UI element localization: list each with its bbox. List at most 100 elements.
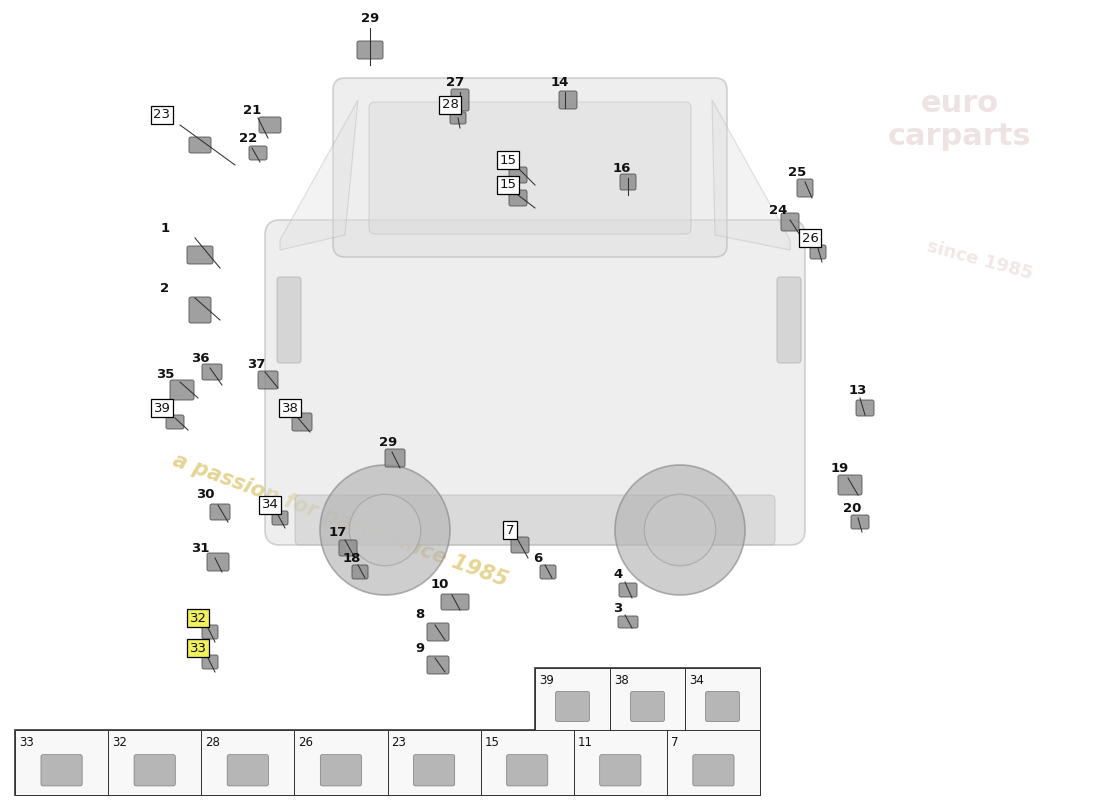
Text: 33: 33 [19, 736, 34, 749]
FancyBboxPatch shape [559, 91, 578, 109]
Text: 15: 15 [499, 178, 517, 191]
FancyBboxPatch shape [210, 504, 230, 520]
Text: 29: 29 [361, 11, 379, 25]
FancyBboxPatch shape [427, 656, 449, 674]
FancyBboxPatch shape [202, 625, 218, 639]
Text: 27: 27 [446, 75, 464, 89]
Text: 38: 38 [614, 674, 629, 687]
Text: 29: 29 [378, 435, 397, 449]
Polygon shape [280, 100, 358, 250]
FancyBboxPatch shape [630, 691, 664, 722]
Bar [387, 730, 481, 795]
Text: 2: 2 [161, 282, 169, 294]
FancyBboxPatch shape [258, 117, 280, 133]
Text: a passion for parts since 1985: a passion for parts since 1985 [169, 450, 510, 590]
Text: 26: 26 [802, 231, 818, 245]
FancyBboxPatch shape [618, 616, 638, 628]
Text: since 1985: since 1985 [925, 238, 1035, 282]
FancyBboxPatch shape [202, 364, 222, 380]
FancyBboxPatch shape [600, 754, 641, 786]
FancyBboxPatch shape [358, 41, 383, 59]
FancyBboxPatch shape [451, 89, 469, 111]
FancyBboxPatch shape [202, 655, 218, 669]
FancyBboxPatch shape [339, 540, 358, 556]
Text: 4: 4 [614, 569, 623, 582]
Text: 24: 24 [769, 203, 788, 217]
FancyBboxPatch shape [414, 754, 454, 786]
FancyBboxPatch shape [427, 623, 449, 641]
Text: 28: 28 [206, 736, 220, 749]
FancyBboxPatch shape [189, 297, 211, 323]
FancyBboxPatch shape [810, 245, 826, 259]
FancyBboxPatch shape [368, 102, 691, 234]
FancyBboxPatch shape [320, 754, 362, 786]
FancyBboxPatch shape [450, 112, 466, 124]
Text: 30: 30 [196, 489, 214, 502]
FancyBboxPatch shape [507, 754, 548, 786]
FancyBboxPatch shape [512, 537, 529, 553]
FancyBboxPatch shape [207, 553, 229, 571]
FancyBboxPatch shape [228, 754, 268, 786]
Text: 32: 32 [189, 611, 207, 625]
Text: 32: 32 [112, 736, 126, 749]
FancyBboxPatch shape [856, 400, 875, 416]
Bar [481, 730, 574, 795]
Text: 36: 36 [190, 351, 209, 365]
FancyBboxPatch shape [292, 413, 312, 431]
FancyBboxPatch shape [166, 415, 184, 429]
Text: 13: 13 [849, 383, 867, 397]
Text: 8: 8 [416, 609, 425, 622]
Text: 19: 19 [830, 462, 849, 474]
FancyBboxPatch shape [619, 583, 637, 597]
Text: 3: 3 [614, 602, 623, 614]
FancyBboxPatch shape [265, 220, 805, 545]
Circle shape [350, 494, 420, 566]
Bar [15, 730, 760, 795]
Text: 34: 34 [262, 498, 278, 511]
Text: euro
carparts: euro carparts [888, 89, 1032, 151]
Circle shape [645, 494, 716, 566]
Bar [574, 730, 667, 795]
Text: 34: 34 [689, 674, 704, 687]
Bar [108, 730, 201, 795]
FancyBboxPatch shape [272, 511, 288, 525]
FancyBboxPatch shape [134, 754, 175, 786]
FancyBboxPatch shape [509, 190, 527, 206]
FancyBboxPatch shape [838, 475, 862, 495]
FancyBboxPatch shape [705, 691, 739, 722]
FancyBboxPatch shape [509, 167, 527, 183]
Text: 28: 28 [441, 98, 459, 111]
FancyBboxPatch shape [189, 137, 211, 153]
FancyBboxPatch shape [170, 380, 194, 400]
Polygon shape [712, 100, 790, 250]
FancyBboxPatch shape [333, 78, 727, 257]
Text: 11: 11 [578, 736, 593, 749]
Text: 25: 25 [788, 166, 806, 178]
Text: 9: 9 [416, 642, 425, 654]
Text: 1: 1 [161, 222, 169, 234]
Text: 35: 35 [156, 369, 174, 382]
FancyBboxPatch shape [781, 213, 799, 231]
Text: 16: 16 [613, 162, 631, 174]
FancyBboxPatch shape [851, 515, 869, 529]
Text: 37: 37 [246, 358, 265, 371]
FancyBboxPatch shape [441, 594, 469, 610]
FancyBboxPatch shape [258, 371, 278, 389]
Bar [667, 730, 760, 795]
FancyBboxPatch shape [777, 277, 801, 363]
FancyBboxPatch shape [540, 565, 556, 579]
FancyBboxPatch shape [187, 246, 213, 264]
Text: 21: 21 [243, 103, 261, 117]
FancyBboxPatch shape [295, 495, 776, 545]
FancyBboxPatch shape [249, 146, 267, 160]
Text: 17: 17 [329, 526, 348, 538]
Circle shape [615, 465, 745, 595]
Text: 7: 7 [671, 736, 679, 749]
Text: 23: 23 [154, 109, 170, 122]
Text: 39: 39 [539, 674, 554, 687]
FancyBboxPatch shape [556, 691, 590, 722]
FancyBboxPatch shape [620, 174, 636, 190]
Circle shape [320, 465, 450, 595]
FancyBboxPatch shape [693, 754, 734, 786]
Bar [295, 730, 387, 795]
